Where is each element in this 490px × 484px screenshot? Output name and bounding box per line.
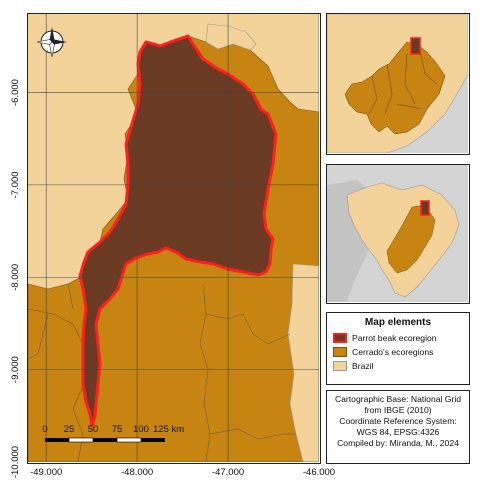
credit-line-1: Cartographic Base: National Grid [334, 394, 462, 404]
credit-line-5: Compiled by: Miranda, M., 2024 [337, 438, 459, 448]
lon-tick-label: -48.000 [121, 467, 153, 478]
scale-label-125: 125 km [153, 424, 184, 435]
legend-swatch-cerrado [333, 347, 347, 357]
legend-item-brazil: Brazil [333, 361, 463, 371]
graticule [28, 14, 319, 462]
credits-box: Cartographic Base: National Grid from IB… [326, 390, 470, 464]
brazil-patch-north [205, 23, 257, 51]
lat-tick-label: -6.000 [10, 79, 21, 106]
scale-label-50: 50 [88, 424, 99, 435]
legend-label-brazil: Brazil [352, 361, 374, 371]
main-map[interactable]: 0 25 50 75 100 125 km [27, 13, 321, 464]
legend: Map elements Parrot beak ecoregion Cerra… [326, 312, 470, 385]
scale-label-0: 0 [42, 424, 47, 435]
parrot-beak-ecoregion [78, 34, 278, 428]
inset-south-america-canvas [327, 165, 468, 302]
legend-item-cerrado: Cerrado's ecoregions [333, 347, 463, 357]
inset-cerrado-area [344, 41, 446, 135]
credit-line-3: Coordinate Reference System: [339, 416, 457, 426]
legend-item-parrot-beak: Parrot beak ecoregion [333, 333, 463, 343]
scale-label-75: 75 [112, 424, 123, 435]
lon-tick-label: -46.000 [303, 467, 335, 478]
municipal-boundaries [28, 283, 296, 462]
scale-bar: 0 25 50 75 100 125 km [42, 424, 184, 443]
lat-tick-label: -8.000 [10, 264, 21, 291]
inset-sa-cerrado [386, 204, 436, 274]
inset-parrot-beak [410, 37, 421, 55]
legend-label-cerrado: Cerrado's ecoregions [352, 347, 434, 357]
compass-rose-icon [36, 27, 67, 58]
credit-line-2: from IBGE (2010) [364, 405, 432, 415]
inset-cerrado-divisions [368, 45, 438, 115]
legend-label-parrot-beak: Parrot beak ecoregion [352, 333, 437, 343]
credit-line-4: WGS 84, EPSG:4326 [356, 427, 440, 437]
inset-sa-parrot-beak [420, 200, 430, 216]
lon-tick-label: -49.000 [30, 467, 62, 478]
inset-map-cerrado[interactable] [326, 13, 470, 155]
lat-tick-label: -10.000 [10, 446, 21, 478]
scale-label-100: 100 [133, 424, 149, 435]
main-map-canvas: 0 25 50 75 100 125 km [28, 14, 319, 462]
legend-swatch-brazil [333, 361, 347, 371]
lat-tick-label: -9.000 [10, 356, 21, 383]
legend-title: Map elements [364, 317, 432, 328]
brazil-patch-east [287, 263, 319, 462]
lon-tick-label: -47.000 [212, 467, 244, 478]
inset-map-south-america[interactable] [326, 164, 470, 304]
legend-swatch-parrot-beak [333, 333, 347, 343]
scale-label-25: 25 [64, 424, 75, 435]
lat-tick-label: -7.000 [10, 171, 21, 198]
inset-cerrado-canvas [327, 14, 468, 153]
